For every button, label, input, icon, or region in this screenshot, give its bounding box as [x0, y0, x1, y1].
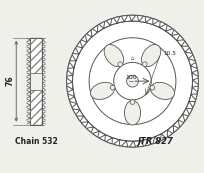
- Ellipse shape: [150, 82, 174, 99]
- Circle shape: [149, 85, 154, 90]
- Text: ⌂: ⌂: [130, 56, 133, 61]
- Ellipse shape: [124, 101, 140, 125]
- Circle shape: [66, 15, 197, 147]
- Bar: [30, 38, 42, 125]
- Polygon shape: [66, 15, 197, 147]
- Text: 10.5: 10.5: [163, 51, 176, 56]
- Ellipse shape: [104, 44, 123, 67]
- Circle shape: [142, 62, 146, 67]
- Bar: [30, 73, 42, 90]
- Circle shape: [89, 38, 175, 125]
- Ellipse shape: [141, 44, 160, 67]
- Circle shape: [113, 62, 151, 100]
- Circle shape: [117, 62, 122, 67]
- Text: 100: 100: [125, 75, 137, 80]
- Text: Chain 532: Chain 532: [15, 137, 57, 146]
- Circle shape: [110, 85, 114, 90]
- Bar: [30, 38, 42, 125]
- Circle shape: [126, 75, 138, 87]
- Text: JTR 827: JTR 827: [137, 137, 173, 146]
- Ellipse shape: [90, 82, 114, 99]
- Circle shape: [130, 100, 134, 104]
- Text: 76: 76: [5, 76, 14, 86]
